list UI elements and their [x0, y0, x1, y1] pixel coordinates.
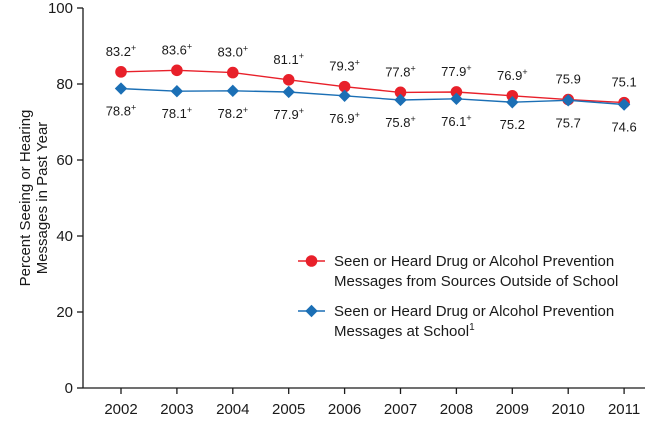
series-2-point: [170, 85, 184, 98]
significance-marker: +: [522, 67, 527, 77]
series-1-data-label: 77.9+: [441, 63, 472, 79]
x-tick-label: 2006: [328, 401, 361, 418]
series-2-point: [226, 84, 239, 98]
x-tick-label: 2003: [160, 401, 193, 418]
significance-marker: +: [187, 41, 192, 51]
series-1-point: [394, 86, 407, 99]
x-tick-label: 2007: [384, 401, 417, 418]
significance-marker: +: [299, 106, 304, 116]
series-2-data-label: 75.2: [500, 117, 525, 132]
series-1-data-label: 83.0+: [218, 44, 249, 60]
series-2-data-label: 76.9+: [329, 110, 360, 126]
significance-marker: +: [411, 63, 416, 73]
x-tick-label: 2009: [496, 401, 529, 418]
series-2-data-label: 78.1+: [162, 105, 193, 121]
legend: Seen or Heard Drug or Alcohol Prevention…: [298, 253, 618, 340]
x-tick-label: 2011: [608, 401, 640, 418]
legend-label-1-line: Messages from Sources Outside of School: [334, 273, 618, 290]
series-2-point: [617, 98, 631, 111]
axes: 0 20 40 60 80 100 2002 2003 2004 2005 2006 2007 2008…: [48, 0, 645, 418]
series-1-data-label: 81.1+: [273, 51, 304, 67]
series-2-point: [506, 96, 519, 109]
series-2-point: [338, 89, 351, 102]
series-2-point: [114, 82, 128, 95]
y-tick-label: 80: [56, 76, 73, 93]
y-axis-title-line: Percent Seeing or Hearing: [17, 110, 34, 287]
legend-footnote: 1: [469, 322, 475, 333]
significance-marker: +: [411, 114, 416, 124]
y-tick-label: 100: [48, 0, 73, 17]
series-2-data-label: 74.6: [611, 120, 636, 135]
legend-label-2-line: Seen or Heard Drug or Alcohol Prevention: [334, 303, 614, 320]
significance-marker: +: [355, 58, 360, 68]
series-2-data-label: 78.8+: [106, 103, 137, 119]
significance-marker: +: [131, 103, 136, 113]
series-1-point: [115, 66, 127, 78]
significance-marker: +: [243, 105, 248, 115]
significance-marker: +: [131, 43, 136, 53]
series-1-point: [506, 89, 519, 102]
series-line-1: [120, 69, 625, 104]
legend-marker-1: [305, 255, 318, 267]
series-1-point: [338, 80, 351, 93]
series-2-data-label: 77.9+: [273, 106, 304, 122]
series-2-data-label: 76.1+: [441, 113, 472, 129]
series-2-data-label: 78.2+: [218, 105, 249, 121]
series-1-data-label: 77.8+: [385, 63, 416, 79]
series-2-data-label: 75.8+: [385, 114, 416, 130]
y-axis-title: Percent Seeing or HearingMessages in Pas…: [17, 110, 51, 287]
y-tick-label: 0: [65, 380, 73, 397]
significance-marker: +: [466, 113, 471, 123]
series-1-data-label: 75.1: [611, 75, 636, 90]
significance-marker: +: [299, 51, 304, 61]
series-1-point: [282, 74, 295, 86]
x-tick-label: 2008: [440, 401, 473, 418]
series-1-data-label: 79.3+: [329, 58, 360, 74]
series-2-point: [394, 93, 407, 107]
series-1-data-label: 83.2+: [106, 43, 137, 59]
y-tick-label: 40: [56, 228, 73, 245]
series-2-point: [282, 85, 295, 99]
x-tick-label: 2010: [552, 401, 585, 418]
series-1-point: [450, 86, 463, 98]
y-tick-label: 20: [56, 304, 73, 321]
legend-marker-2: [305, 304, 318, 318]
series-1-data-label: 76.9+: [497, 67, 528, 83]
series-line-2: [120, 87, 625, 106]
series-1-point: [171, 64, 183, 77]
significance-marker: +: [243, 44, 248, 54]
significance-marker: +: [466, 63, 471, 73]
series-1-data-label: 83.6+: [162, 41, 193, 57]
y-axis-title-line: Messages in Past Year: [34, 122, 51, 275]
x-tick-label: 2004: [216, 401, 249, 418]
x-tick-label: 2005: [272, 401, 305, 418]
series-2-data-label: 75.7: [556, 115, 581, 130]
series-2-point: [562, 94, 575, 107]
y-axis-title-text: Percent Seeing or HearingMessages in Pas…: [17, 110, 51, 287]
series-2-point: [450, 92, 463, 106]
x-tick-label: 2002: [104, 401, 137, 418]
series-group: [114, 64, 631, 111]
data-labels: 83.2+ 83.6+ 83.0+ 81.1+ 79.3+ 77.8+ 77.9+ 76.9+…: [106, 41, 637, 134]
y-tick-label: 60: [56, 152, 73, 169]
legend-label-2-line: Messages at School1: [334, 322, 475, 340]
significance-marker: +: [355, 110, 360, 120]
legend-label-1-line: Seen or Heard Drug or Alcohol Prevention: [334, 253, 614, 270]
series-1-data-label: 75.9: [556, 72, 581, 87]
series-1-point: [227, 66, 239, 79]
significance-marker: +: [187, 105, 192, 115]
